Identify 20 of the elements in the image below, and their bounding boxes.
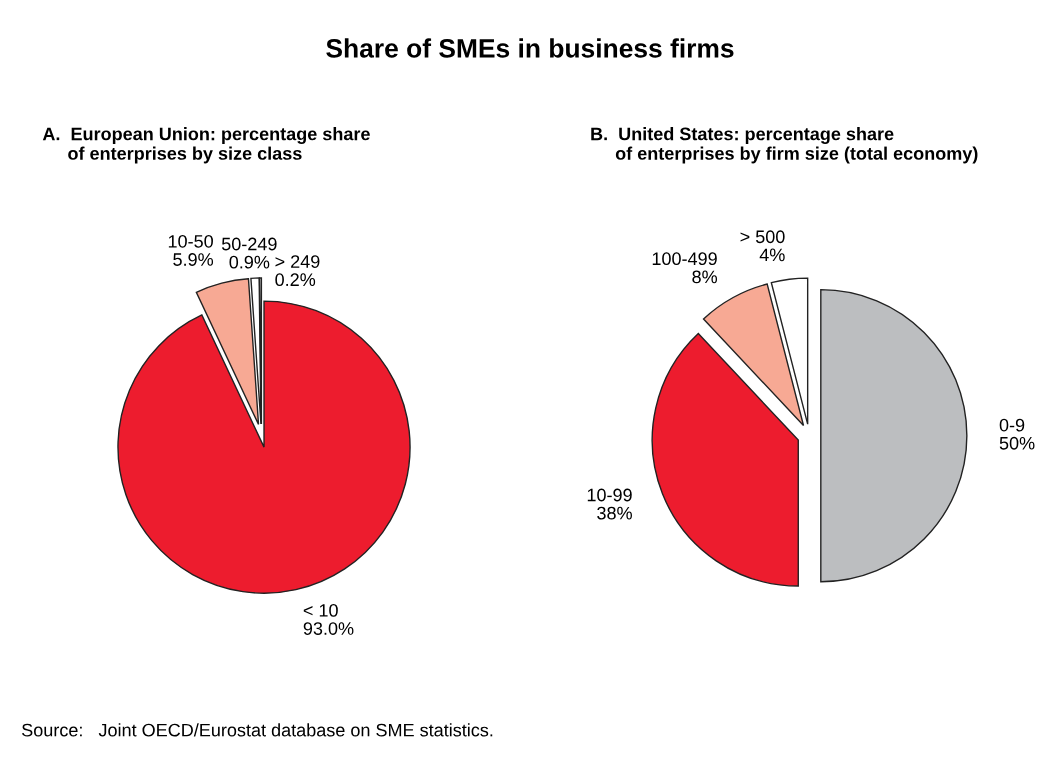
slice-label: 100-499	[652, 252, 717, 266]
slice-label: 0-9	[999, 418, 1025, 432]
slice-label: 10-50	[168, 234, 213, 248]
data-label: 5.9%	[173, 253, 214, 266]
data-label: 93.0%	[303, 622, 354, 635]
slice-label: > 249	[275, 255, 320, 268]
chart-subtitle: A. European Union: percentage share of enterprises by size class	[42, 127, 370, 164]
slice-label: < 10	[303, 604, 338, 617]
data-label: 0.2%	[275, 273, 316, 287]
source-note: Source: Joint OECD/Eurostat database on SME statistics.	[22, 723, 493, 737]
text: Share of SMEs in business firms	[326, 38, 734, 58]
data-label: 8%	[692, 270, 718, 284]
data-label: 38%	[597, 506, 632, 520]
data-label: 4%	[759, 248, 785, 262]
slice-label: 50-249	[221, 237, 277, 251]
chart-subtitle: B. United States: percentage share of enterprises by firm size (total economy)	[591, 127, 978, 164]
slice-label: > 500	[740, 230, 785, 244]
data-label: 50%	[999, 436, 1035, 450]
data-label: 0.9%	[229, 255, 270, 269]
slice-label: 10-99	[587, 488, 632, 502]
